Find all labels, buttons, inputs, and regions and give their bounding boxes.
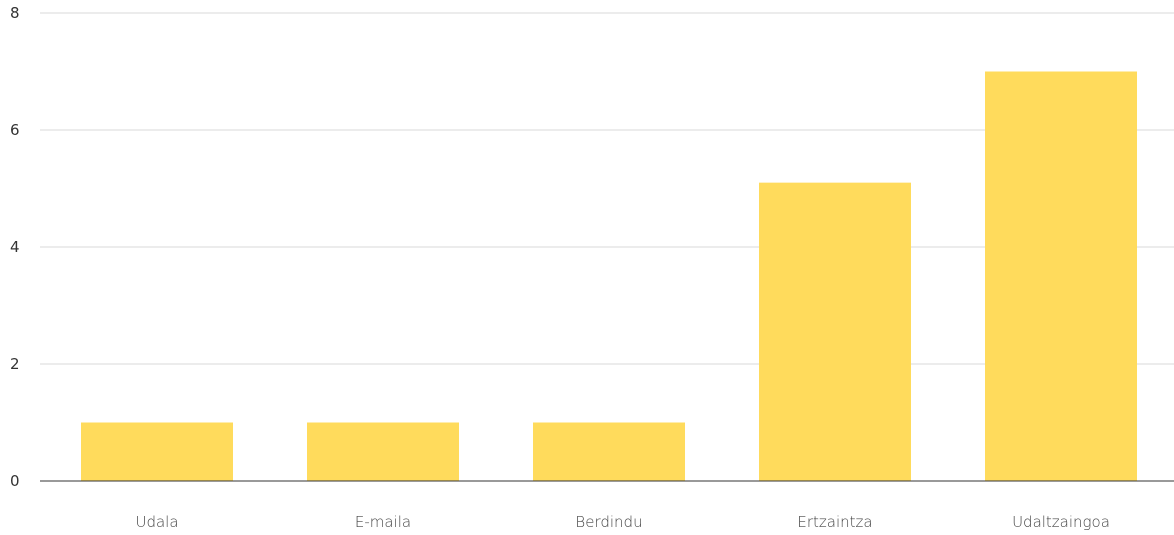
y-tick-label: 6	[10, 121, 20, 139]
y-tick-label: 4	[10, 238, 20, 256]
y-axis-tick-labels: 0 2 4 6 8	[10, 4, 20, 490]
bars	[81, 71, 1137, 481]
y-tick-label: 8	[10, 4, 20, 22]
x-category-label: Udaltzaingoa	[1012, 513, 1110, 531]
x-axis-category-labels: Udala E-maila Berdindu Ertzaintza Udaltzaing…	[135, 513, 1109, 531]
y-tick-label: 2	[10, 355, 20, 373]
x-category-label: Berdindu	[575, 513, 642, 531]
bar-berdindu	[533, 422, 685, 481]
x-category-label: E-maila	[355, 513, 411, 531]
bar-e-maila	[307, 422, 459, 481]
x-category-label: Udala	[135, 513, 178, 531]
bar-udaltzaingoa	[985, 71, 1137, 481]
y-tick-label: 0	[10, 472, 20, 490]
bar-udala	[81, 422, 233, 481]
bar-ertzaintza	[759, 182, 911, 481]
x-category-label: Ertzaintza	[797, 513, 872, 531]
